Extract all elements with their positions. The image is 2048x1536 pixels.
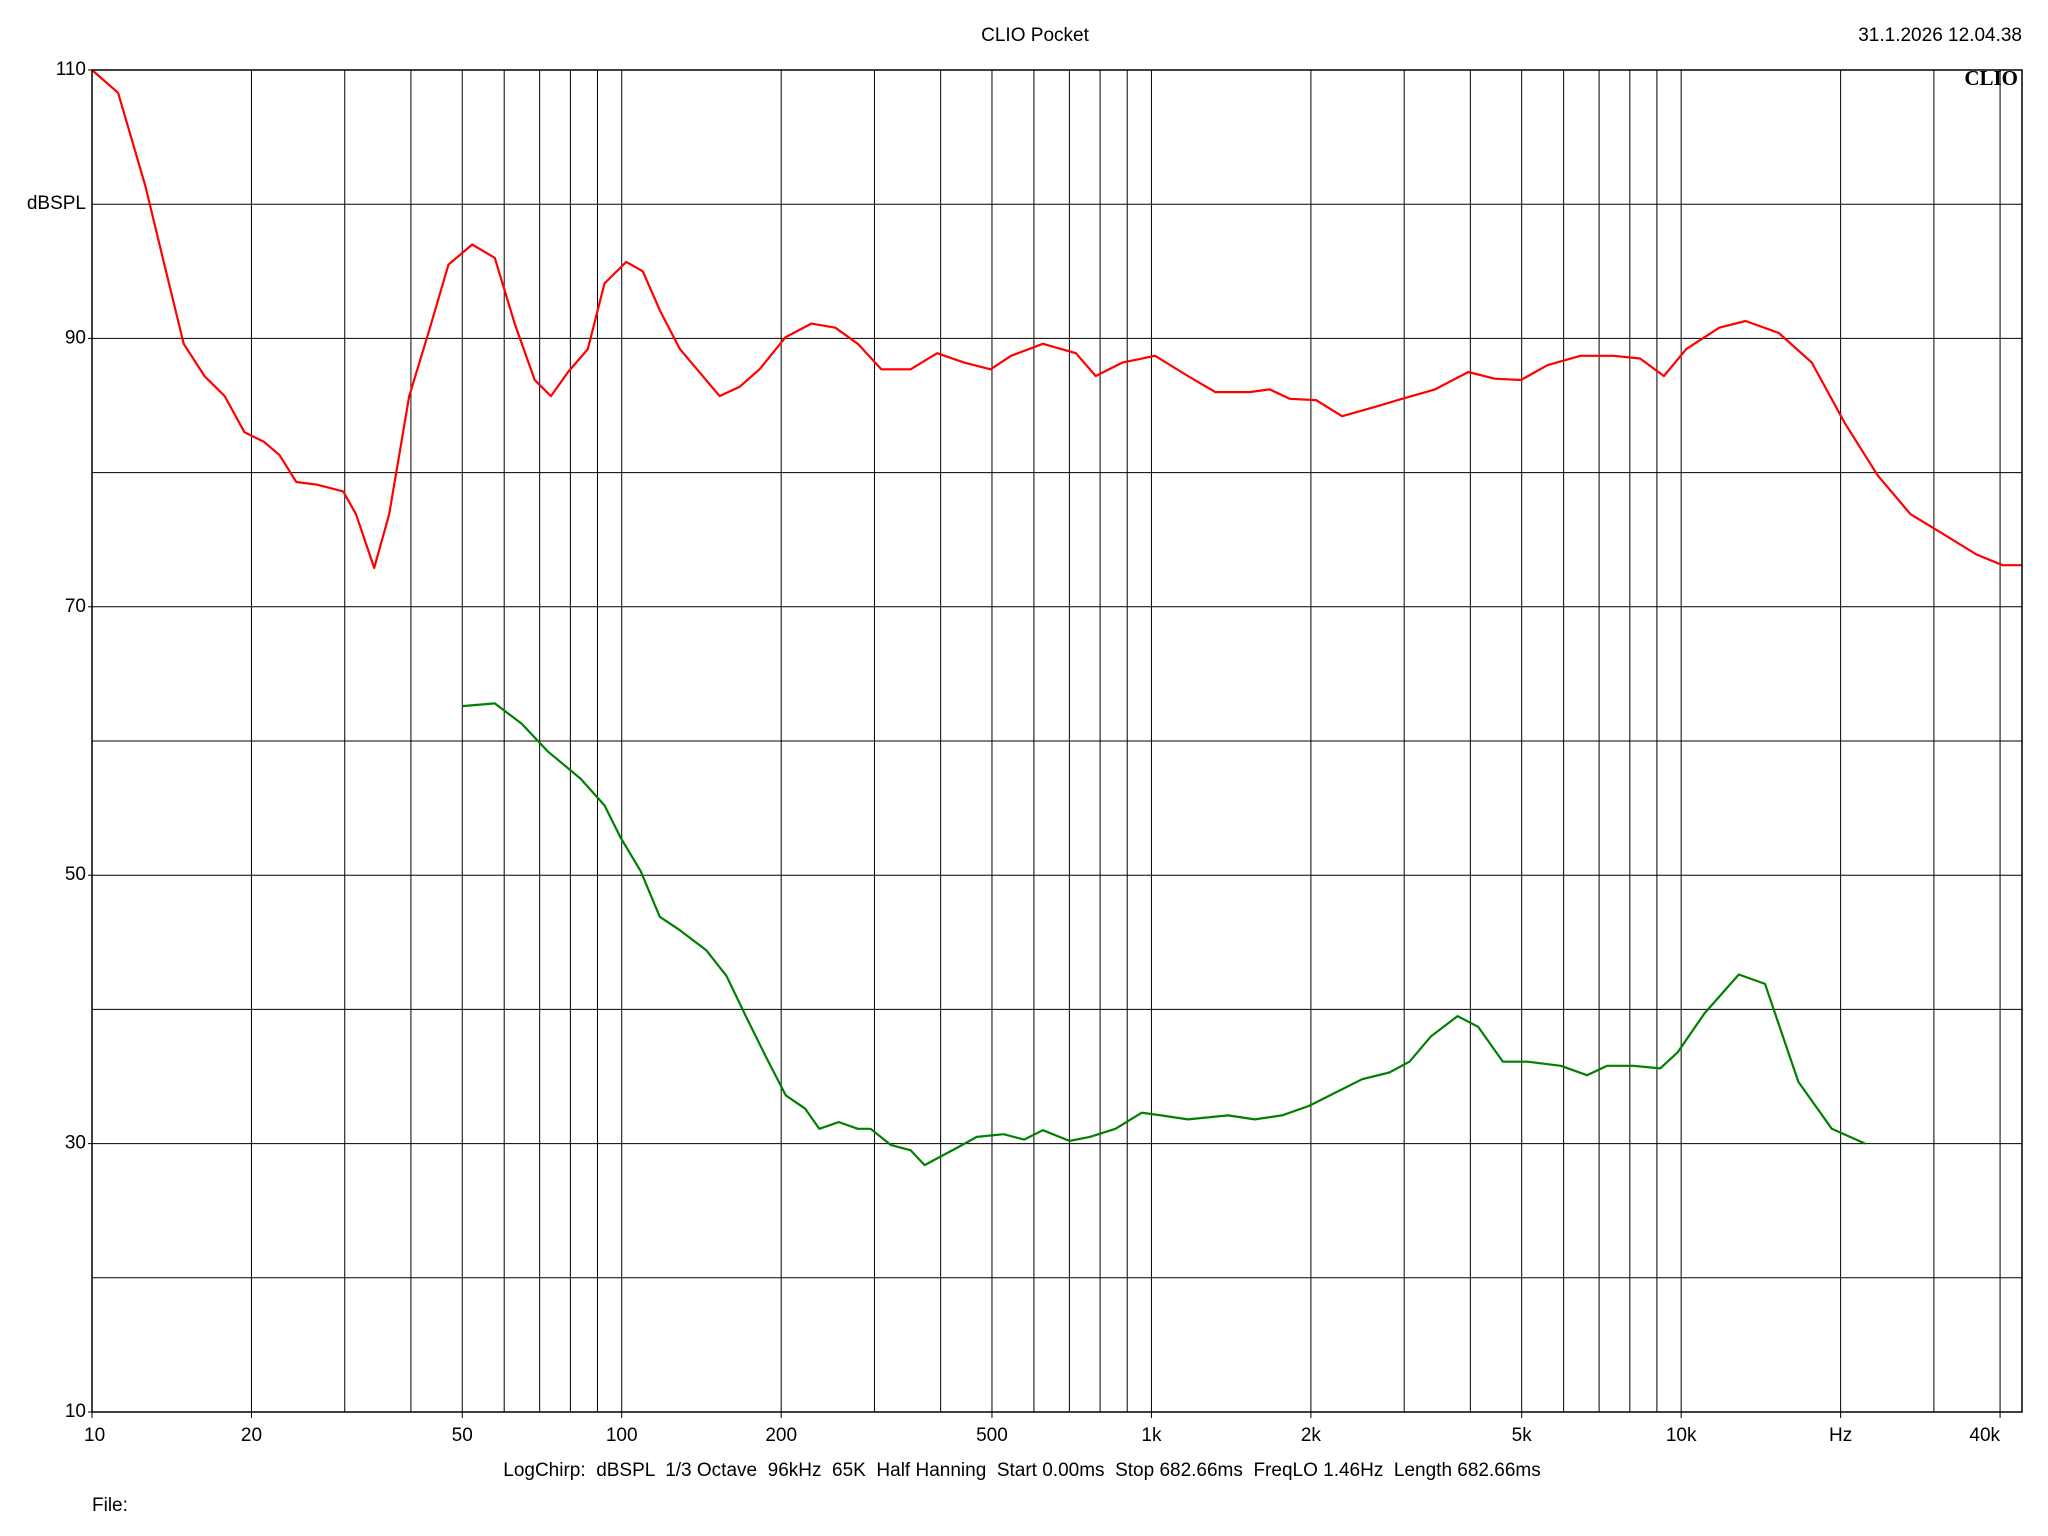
x-tick-label: 100 <box>606 1425 638 1446</box>
plot-area <box>91 69 2022 1412</box>
x-tick-label: 10 <box>84 1425 105 1446</box>
x-tick-label: 50 <box>452 1425 473 1446</box>
x-tick-label: 200 <box>765 1425 797 1446</box>
x-tick-label: 20 <box>241 1425 262 1446</box>
x-tick-label: 1k <box>1141 1425 1162 1446</box>
footer-info: LogChirp: dBSPL 1/3 Octave 96kHz 65K Hal… <box>503 1460 1540 1481</box>
logo: CLIO <box>1964 66 2018 90</box>
series-line <box>462 702 1866 1167</box>
x-tick-label: 40k <box>1969 1425 2000 1446</box>
chart-title: CLIO Pocket <box>981 25 1089 46</box>
x-tick-label: 5k <box>1512 1425 1533 1446</box>
y-tick-label: 70 <box>65 596 86 617</box>
series-line <box>91 69 2022 569</box>
y-tick-label: 110 <box>56 59 86 80</box>
y-tick-label: 90 <box>65 327 86 348</box>
x-tick-label: Hz <box>1829 1425 1852 1446</box>
file-label: File: <box>92 1495 128 1516</box>
y-tick-label: 30 <box>65 1133 86 1154</box>
y-axis-unit: dBSPL <box>27 193 86 214</box>
x-tick-label: 2k <box>1301 1425 1322 1446</box>
timestamp: 31.1.2026 12.04.38 <box>1858 25 2022 46</box>
y-tick-label: 50 <box>65 864 86 885</box>
x-tick-label: 500 <box>976 1425 1008 1446</box>
x-tick-label: 10k <box>1666 1425 1697 1446</box>
plot-frame <box>91 69 2023 1413</box>
y-tick-label: 10 <box>65 1401 86 1422</box>
